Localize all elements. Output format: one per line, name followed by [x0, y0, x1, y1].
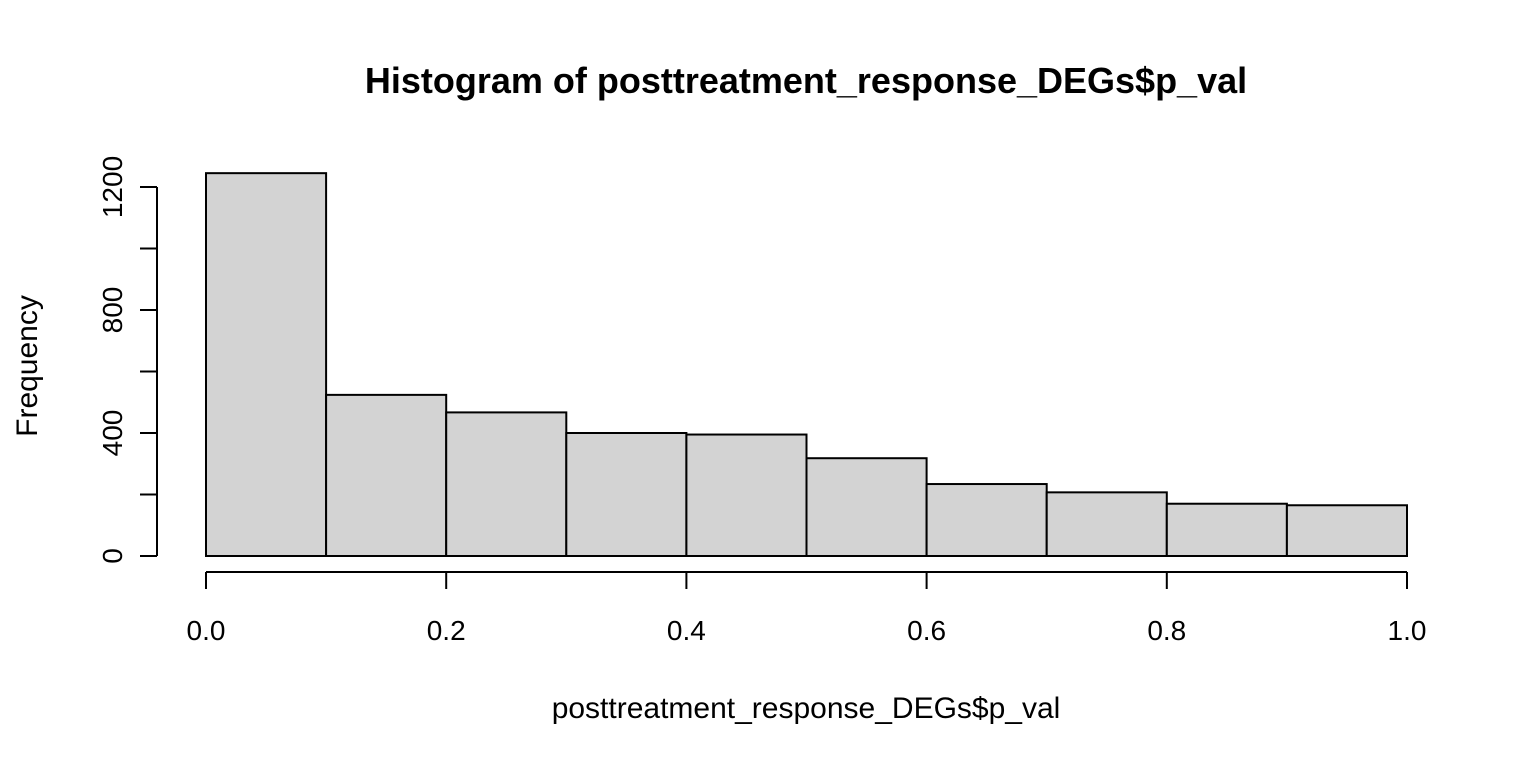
x-tick-label: 0.6 [907, 615, 946, 646]
histogram-bar [1045, 491, 1168, 558]
y-tick-label: 1200 [97, 156, 128, 218]
histogram-bar [805, 457, 928, 557]
y-tick-label: 400 [97, 410, 128, 457]
histogram-bar [325, 393, 448, 557]
histogram-bar [925, 483, 1048, 558]
histogram-bar [445, 411, 568, 557]
y-tick-label: 0 [97, 548, 128, 564]
histogram-bar [205, 172, 328, 557]
x-tick-label: 0.2 [427, 615, 466, 646]
y-axis-label: Frequency [11, 295, 44, 437]
x-axis-label: posttreatment_response_DEGs$p_val [552, 692, 1061, 725]
x-axis: 0.0 0.2 0.4 0.6 0.8 1.0 [187, 571, 1427, 646]
histogram-bar [1285, 504, 1409, 558]
histogram-bar [1165, 502, 1288, 558]
histogram-bar [685, 433, 808, 558]
histogram-bar [565, 432, 688, 557]
x-tick-label: 0.0 [187, 615, 226, 646]
x-tick-label: 0.8 [1147, 615, 1186, 646]
x-tick-label: 1.0 [1388, 615, 1427, 646]
y-axis: 0 400 800 1200 [97, 156, 158, 564]
y-tick-label: 800 [97, 287, 128, 334]
x-tick-label: 0.4 [667, 615, 706, 646]
bars-group [205, 172, 1409, 558]
chart-title: Histogram of posttreatment_response_DEGs… [365, 60, 1247, 101]
